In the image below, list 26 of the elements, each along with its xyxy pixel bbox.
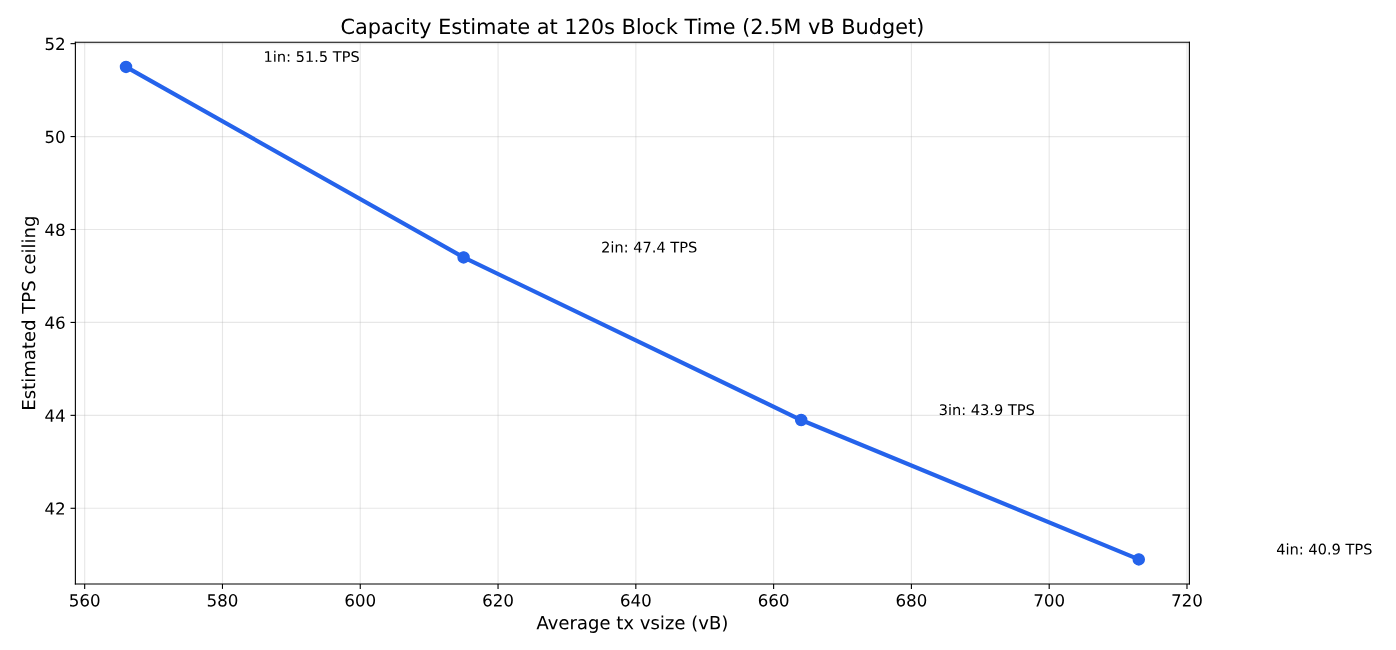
x-tick-label: 660 — [758, 594, 789, 607]
x-tick-label: 600 — [345, 594, 376, 607]
x-axis-title: Average tx vsize (vB) — [536, 615, 727, 633]
y-tick-label: 44 — [45, 409, 65, 422]
point — [119, 60, 133, 74]
chart-title: Capacity Estimate at 120s Block Time (2.5M vB Budget) — [341, 18, 923, 39]
x-tick-label: 620 — [483, 594, 513, 607]
y-tick-label: 46 — [45, 316, 65, 329]
point — [1132, 553, 1146, 566]
y-tick-label: 48 — [45, 223, 65, 237]
y-tick-label: 50 — [45, 130, 65, 144]
x-tick-label: 560 — [70, 594, 100, 607]
point — [794, 413, 808, 427]
text: 4in: 40.9 TPS — [1276, 543, 1372, 555]
y-tick-label: 52 — [45, 37, 64, 51]
x-tick-label: 680 — [896, 594, 927, 607]
annotation: 2in: 47.4 TPS — [602, 241, 697, 253]
x-tick-label: 720 — [1172, 594, 1202, 607]
annotation: 3in: 43.9 TPS — [939, 403, 1035, 416]
x-tick-label: 700 — [1034, 594, 1064, 607]
y-axis-title: Estimated TPS ceiling — [21, 217, 39, 409]
annotation: 1in: 51.5 TPS — [265, 50, 359, 63]
x-tick-label: 640 — [621, 594, 651, 607]
y-tick-label: 42 — [45, 502, 64, 515]
x-tick-label: 580 — [207, 594, 238, 607]
point — [457, 251, 470, 264]
